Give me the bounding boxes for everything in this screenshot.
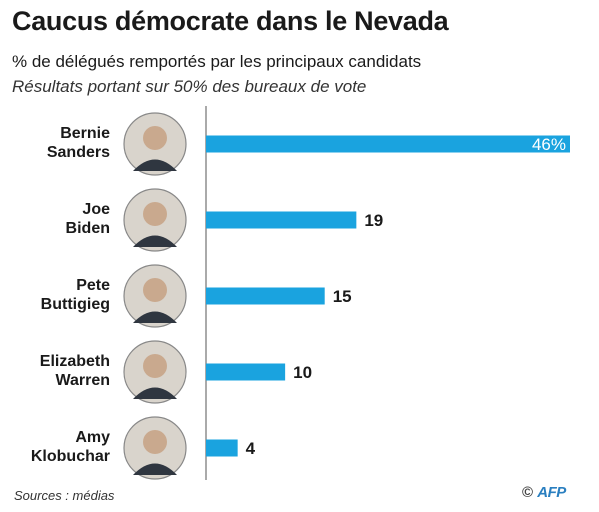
candidate-name-line: Biden <box>66 220 110 237</box>
portrait-shoulders <box>133 159 177 171</box>
candidate-name-line: Buttigieg <box>41 296 110 313</box>
bar <box>206 211 357 229</box>
candidate-name-line: Klobuchar <box>31 448 110 465</box>
candidate-name: Bernie Sanders <box>47 125 110 161</box>
bar-chart: Bernie Sanders 46% Joe Biden 19 Pete Buttigieg 1… <box>31 106 570 480</box>
candidate-name: Elizabeth Warren <box>40 353 110 389</box>
candidate-name-line: Elizabeth <box>40 353 110 370</box>
candidate-name-line: Warren <box>55 372 110 389</box>
candidate-name-line: Bernie <box>60 125 110 142</box>
candidate-name: Joe Biden <box>66 201 111 237</box>
portrait-head <box>143 202 167 226</box>
portrait-shoulders <box>133 463 177 475</box>
portrait-shoulders <box>133 311 177 323</box>
candidate-name: Pete Buttigieg <box>41 277 110 313</box>
candidate-name-line: Pete <box>76 277 110 294</box>
bar-value-label: 10 <box>293 363 312 382</box>
portrait-head <box>143 126 167 150</box>
portrait-shoulders <box>133 387 177 399</box>
portrait-head <box>143 430 167 454</box>
bar <box>206 439 238 457</box>
source-note: Sources : médias <box>14 488 115 503</box>
portrait-head <box>143 278 167 302</box>
afp-brand: AFP <box>537 484 566 501</box>
chart-note: Résultats portant sur 50% des bureaux de… <box>12 77 367 96</box>
bar <box>206 287 325 305</box>
portrait-shoulders <box>133 235 177 247</box>
bar-value-label: 15 <box>333 287 352 306</box>
candidate-name-line: Sanders <box>47 144 110 161</box>
portrait-head <box>143 354 167 378</box>
bar-value-label: 46% <box>532 135 566 154</box>
bar-value-label: 4 <box>246 439 256 458</box>
copyright-symbol: © <box>522 484 534 501</box>
chart-subtitle: % de délégués remportés par les principa… <box>12 52 422 71</box>
candidate-name-line: Joe <box>82 201 110 218</box>
chart-title: Caucus démocrate dans le Nevada <box>12 6 449 36</box>
candidate-name: Amy Klobuchar <box>31 429 110 465</box>
bar <box>206 363 286 381</box>
bar <box>206 135 570 153</box>
bar-value-label: 19 <box>364 211 383 230</box>
candidate-name-line: Amy <box>75 429 110 446</box>
afp-logo: © AFP <box>522 484 566 501</box>
